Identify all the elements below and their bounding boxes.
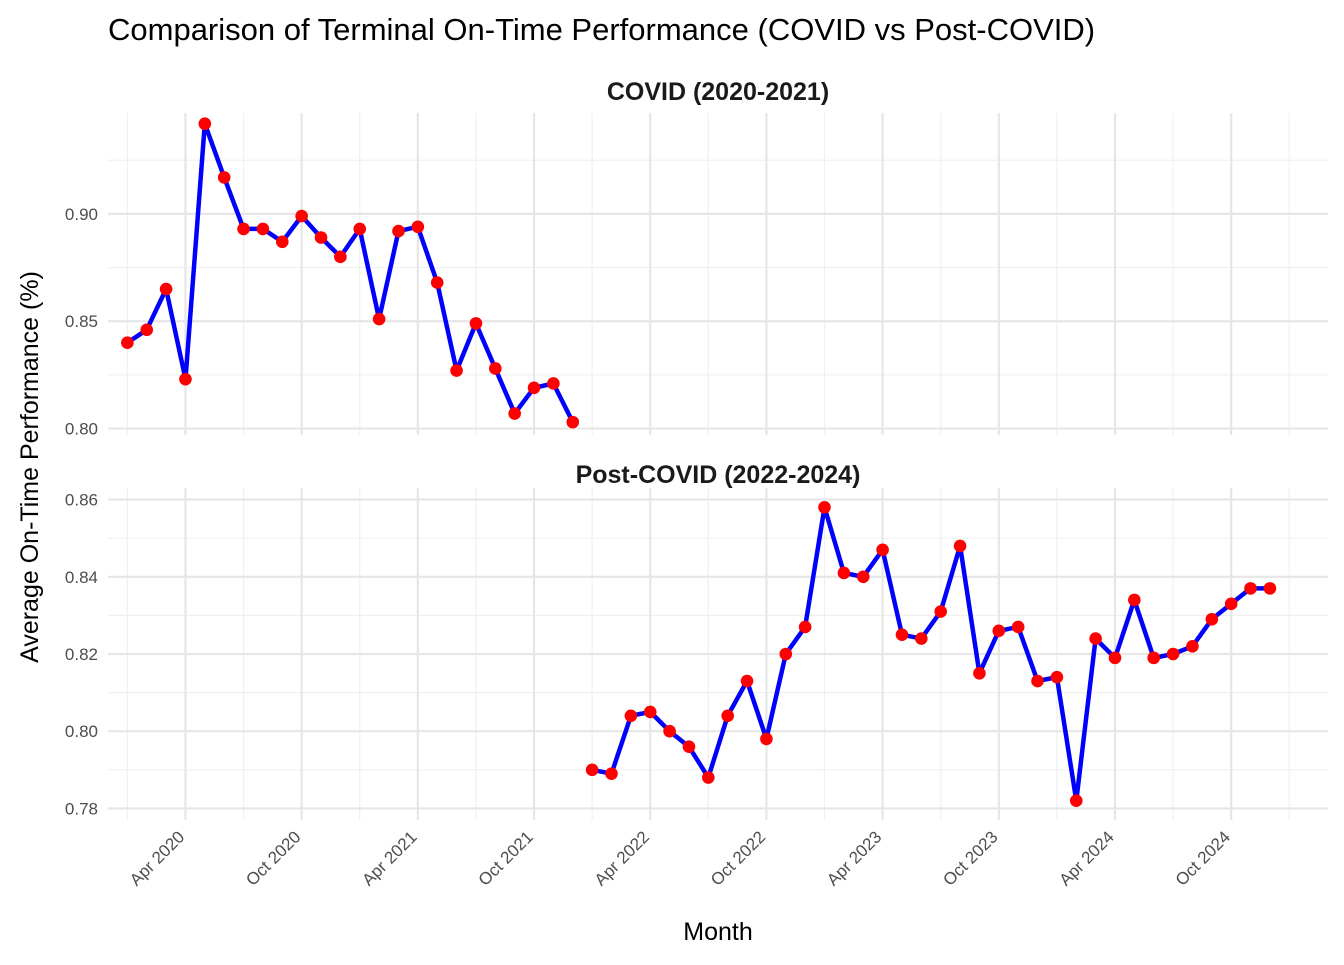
y-tick-label: 0.82: [65, 645, 98, 664]
data-point: [605, 767, 618, 780]
data-point: [1244, 582, 1257, 595]
y-tick-label: 0.80: [65, 420, 98, 439]
data-point: [237, 222, 250, 236]
data-point: [1205, 612, 1219, 626]
data-point: [895, 628, 909, 641]
x-tick-label: Oct 2024: [1172, 827, 1234, 889]
data-point: [585, 763, 599, 777]
data-point: [1186, 639, 1199, 653]
data-point: [314, 231, 328, 244]
data-point: [295, 209, 308, 223]
data-point: [1128, 593, 1141, 607]
x-tick-label: Apr 2020: [126, 827, 188, 889]
data-point: [547, 377, 560, 390]
data-point: [973, 667, 986, 680]
x-tick-label: Oct 2020: [242, 827, 304, 889]
data-point: [760, 732, 773, 746]
x-tick-label: Oct 2023: [939, 827, 1001, 889]
x-tick-label: Oct 2022: [707, 827, 769, 889]
y-tick-label: 0.84: [65, 568, 98, 587]
data-point: [1166, 647, 1180, 661]
data-point: [256, 222, 270, 236]
x-tick-label: Oct 2021: [475, 827, 537, 889]
data-point: [527, 381, 541, 395]
data-point: [779, 647, 793, 661]
data-point: [179, 372, 192, 386]
data-point: [624, 709, 638, 723]
data-point: [469, 317, 483, 330]
data-point: [1031, 674, 1044, 688]
series-line: [125, 121, 576, 425]
data-point: [934, 605, 947, 618]
data-point: [198, 117, 212, 131]
y-tick-label: 0.80: [65, 722, 98, 741]
data-point: [1263, 582, 1277, 595]
data-point: [1011, 620, 1025, 634]
y-tick-label: 0.90: [65, 205, 98, 224]
data-point: [1050, 670, 1064, 684]
x-tick-label: Apr 2024: [1056, 827, 1118, 889]
y-tick-label: 0.86: [65, 491, 98, 510]
chart-title: Comparison of Terminal On-Time Performan…: [108, 12, 1095, 47]
data-point: [372, 312, 386, 326]
data-point: [275, 235, 289, 249]
data-point: [1108, 651, 1122, 665]
data-point: [566, 415, 580, 429]
y-tick-label: 0.85: [65, 312, 98, 331]
x-tick-label: Apr 2022: [591, 827, 653, 889]
x-tick-label: Apr 2023: [823, 827, 885, 889]
data-point: [217, 171, 231, 184]
data-point: [663, 724, 676, 738]
data-point: [721, 709, 734, 723]
data-point: [992, 624, 1006, 638]
data-point: [682, 740, 696, 753]
data-point: [489, 362, 502, 375]
data-point: [430, 276, 444, 289]
data-point: [121, 336, 134, 349]
y-tick-label: 0.78: [65, 799, 98, 818]
data-point: [876, 543, 889, 557]
data-point: [740, 674, 754, 688]
data-point: [915, 632, 928, 645]
data-point: [508, 407, 521, 420]
data-point: [1147, 651, 1161, 665]
data-point: [392, 224, 405, 238]
data-point: [837, 566, 851, 580]
x-axis-title: Month: [683, 918, 752, 946]
data-point: [353, 222, 367, 236]
data-point: [1069, 794, 1083, 807]
data-layer: [121, 117, 1277, 807]
data-point: [334, 250, 347, 264]
data-point: [450, 364, 463, 377]
y-axis-title: Average On-Time Performance (%): [16, 271, 44, 663]
x-tick-label: Apr 2021: [358, 827, 420, 889]
data-point: [798, 620, 812, 634]
data-point: [411, 220, 425, 234]
data-point: [818, 501, 831, 514]
data-point: [1224, 597, 1238, 611]
data-point: [1089, 632, 1102, 645]
panel-strip-title: COVID (2020-2021): [607, 78, 829, 106]
grid-layer: [108, 113, 1328, 820]
data-point: [953, 539, 967, 553]
data-point: [140, 323, 154, 337]
data-point: [643, 705, 657, 719]
panel-strip-title: Post-COVID (2022-2024): [576, 461, 861, 489]
data-point: [856, 570, 870, 584]
data-point: [702, 771, 715, 784]
data-point: [159, 282, 173, 296]
